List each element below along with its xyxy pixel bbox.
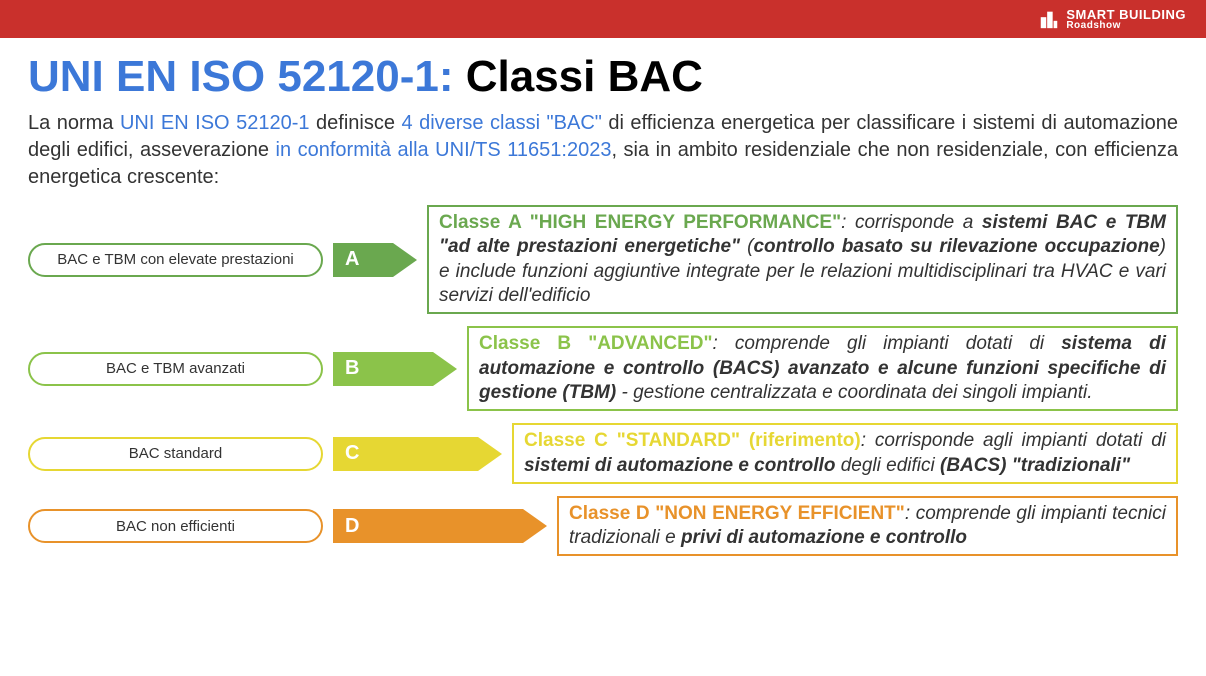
logo-line2: BUILDING xyxy=(1119,7,1186,22)
class-lead: Classe B "ADVANCED" xyxy=(479,333,713,354)
class-arrow: D xyxy=(333,509,547,543)
title-part2: Classi BAC xyxy=(454,52,703,101)
class-description: Classe A "HIGH ENERGY PERFORMANCE": corr… xyxy=(427,205,1178,314)
intro-link3: in conformità alla UNI/TS 11651:2023 xyxy=(276,139,612,161)
intro-paragraph: La norma UNI EN ISO 52120-1 definisce 4 … xyxy=(28,110,1178,191)
class-arrow: C xyxy=(333,437,502,471)
logo-line3: Roadshow xyxy=(1066,21,1186,31)
class-arrow: A xyxy=(333,243,417,277)
header-bar: SMART BUILDING Roadshow xyxy=(0,0,1206,38)
building-icon xyxy=(1038,8,1060,30)
class-letter: A xyxy=(333,243,393,277)
class-rows: BAC e TBM con elevate prestazioni A Classe… xyxy=(28,205,1178,556)
class-pill: BAC non efficienti xyxy=(28,509,323,543)
class-row: BAC non efficienti D Classe D "NON ENERGY … xyxy=(28,496,1178,557)
class-arrow: B xyxy=(333,352,457,386)
class-letter: D xyxy=(333,509,523,543)
class-letter: C xyxy=(333,437,478,471)
class-row: BAC e TBM con elevate prestazioni A Classe… xyxy=(28,205,1178,314)
intro-t1: La norma xyxy=(28,112,120,134)
slide-content: UNI EN ISO 52120-1: Classi BAC La norma … xyxy=(0,38,1206,556)
class-description: Classe B "ADVANCED": comprende gli impia… xyxy=(467,326,1178,411)
class-description: Classe C "STANDARD" (riferimento): corri… xyxy=(512,423,1178,484)
class-pill: BAC e TBM con elevate prestazioni xyxy=(28,243,323,277)
class-description: Classe D "NON ENERGY EFFICIENT": compren… xyxy=(557,496,1178,557)
brand-logo: SMART BUILDING Roadshow xyxy=(1038,8,1186,31)
class-lead: Classe D "NON ENERGY EFFICIENT" xyxy=(569,503,905,524)
slide-title: UNI EN ISO 52120-1: Classi BAC xyxy=(28,52,1178,102)
arrow-tip-icon xyxy=(433,352,457,386)
intro-link2: 4 diverse classi "BAC" xyxy=(401,112,601,134)
intro-t2: definisce xyxy=(310,112,402,134)
class-letter: B xyxy=(333,352,433,386)
class-row: BAC standard C Classe C "STANDARD" (riferi… xyxy=(28,423,1178,484)
class-lead: Classe C "STANDARD" (riferimento) xyxy=(524,430,861,451)
class-pill: BAC e TBM avanzati xyxy=(28,352,323,386)
title-part1: UNI EN ISO 52120-1: xyxy=(28,52,454,101)
arrow-tip-icon xyxy=(478,437,502,471)
arrow-tip-icon xyxy=(393,243,417,277)
class-pill: BAC standard xyxy=(28,437,323,471)
class-row: BAC e TBM avanzati B Classe B "ADVANCED": … xyxy=(28,326,1178,411)
intro-link1: UNI EN ISO 52120-1 xyxy=(120,112,310,134)
class-lead: Classe A "HIGH ENERGY PERFORMANCE" xyxy=(439,212,841,233)
arrow-tip-icon xyxy=(523,509,547,543)
